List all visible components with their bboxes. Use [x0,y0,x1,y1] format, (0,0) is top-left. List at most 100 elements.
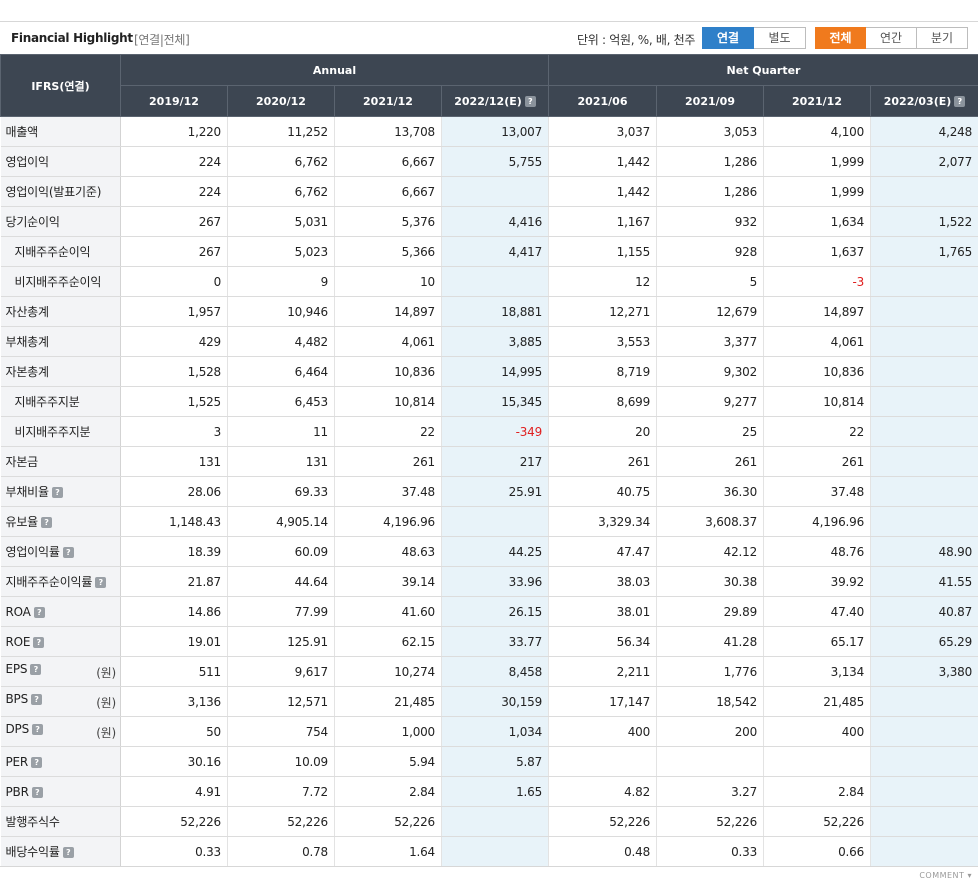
row-label: 영업이익률? [0,536,121,567]
row-label: PER? [0,746,121,777]
column-header-label: 2021/09 [685,94,735,108]
table-cell: 17,147 [548,686,658,717]
row-label-text: 비지배주주지분 [14,425,91,439]
row-label: 지배주주순이익 [0,236,121,267]
comment-toggle[interactable]: COMMENT ▾ [919,871,972,880]
table-cell: 4,905.14 [227,506,335,537]
table-cell: 1,776 [656,656,765,687]
period-annual-button[interactable]: 연간 [866,27,917,49]
table-cell: 3,136 [120,686,228,717]
table-cell: 10,814 [763,386,872,417]
column-header-label: 2020/12 [256,94,306,108]
table-cell: 1,525 [120,386,228,417]
table-cell: 1.64 [334,836,442,867]
consolidated-button[interactable]: 연결 [702,27,754,49]
table-cell: 52,226 [656,806,765,837]
help-icon[interactable]: ? [954,95,966,107]
table-cell: 217 [441,446,550,477]
table-cell: 0 [120,266,228,297]
table-cell [870,806,978,837]
help-icon[interactable]: ? [33,636,45,648]
row-label: 부채총계 [0,326,121,357]
table-cell: 1,999 [763,176,872,207]
table-cell: 21,485 [334,686,442,717]
help-icon[interactable]: ? [62,547,74,558]
row-label: 자본금 [0,446,121,477]
table-cell: 28.06 [120,476,228,507]
annual-group-header: Annual [119,54,550,86]
table-cell: 267 [120,236,228,267]
table-cell [441,806,550,837]
table-cell: 261 [548,446,658,477]
help-icon[interactable]: ? [95,577,107,588]
table-cell: 8,458 [441,656,550,687]
column-header-label: 2022/12(E) [454,94,522,108]
unit-label: 단위 : 억원, %, 배, 천주 [577,33,696,47]
table-cell: 3,053 [656,116,765,147]
separate-button[interactable]: 별도 [754,27,806,49]
table-cell: 9,277 [656,386,765,417]
row-label: 자산총계 [0,296,121,327]
table-cell: 1,034 [441,716,550,747]
period-all-button[interactable]: 전체 [815,27,866,49]
footer-bar: COMMENT ▾ [0,866,978,884]
table-cell: 5,755 [441,146,550,177]
help-icon[interactable]: ? [33,606,45,618]
row-unit: (원) [96,726,116,740]
table-cell: 131 [227,446,335,477]
help-icon[interactable]: ? [41,517,53,528]
table-cell: 11,252 [227,116,335,147]
table-cell: 5,023 [227,236,335,267]
table-cell: 30.38 [656,566,765,597]
table-cell: 0.66 [763,836,872,867]
table-row: BPS? (원) 3,136 12,571 21,485 30,159 17,147 18,5… [0,686,978,717]
table-cell: 3,037 [548,116,658,147]
row-label: PBR? [0,776,121,807]
table-cell: 4,061 [334,326,442,357]
help-icon[interactable]: ? [31,786,43,798]
table-cell: 30.16 [120,746,228,777]
row-label: 비지배주주지분 [0,416,121,447]
table-cell: 37.48 [334,476,442,507]
table-row: 영업이익(발표기준) 224 6,762 6,667 1,442 1,286 1,999 [0,176,978,207]
help-icon[interactable]: ? [524,95,536,107]
table-row: 자본총계 1,528 6,464 10,836 14,995 8,719 9,302 10,8… [0,356,978,387]
table-cell: 2,077 [870,146,978,177]
row-label: 영업이익 [0,146,121,177]
help-icon[interactable]: ? [31,756,43,768]
table-cell: 50 [120,716,228,747]
period-quarter-button[interactable]: 분기 [917,27,968,49]
table-cell [441,836,550,867]
table-cell: 8,699 [548,386,658,417]
table-cell: 1,000 [334,716,442,747]
table-row: EPS? (원) 511 9,617 10,274 8,458 2,211 1,776 3,13… [0,656,978,687]
row-label-text: ROA [5,604,31,619]
help-icon[interactable]: ? [32,724,43,735]
table-cell: 131 [120,446,228,477]
help-icon[interactable]: ? [31,694,42,705]
table-cell [870,266,978,297]
column-header-label: 2021/12 [792,94,842,108]
table-cell: 20 [548,416,658,447]
table-cell: 1,765 [870,236,978,267]
table-cell: 429 [120,326,228,357]
table-cell: 18,542 [656,686,765,717]
column-header-label: 2019/12 [149,94,199,108]
row-label: DPS? (원) [0,716,121,747]
help-icon[interactable]: ? [62,847,74,858]
table-cell [870,176,978,207]
table-cell: 21,485 [763,686,872,717]
table-cell: 5.87 [441,746,550,777]
help-icon[interactable]: ? [51,487,63,498]
row-label-text: BPS [5,692,29,706]
table-cell: 4,100 [763,116,872,147]
table-cell: 65.29 [870,626,978,657]
table-cell: 4,482 [227,326,335,357]
table-cell: 52,226 [120,806,228,837]
table-cell: 10,946 [227,296,335,327]
table-cell: 12,679 [656,296,765,327]
table-cell: 10,836 [763,356,872,387]
help-icon[interactable]: ? [30,664,42,675]
table-cell: 14.86 [120,596,228,627]
table-row: 발행주식수 52,226 52,226 52,226 52,226 52,226 52,22… [0,806,978,837]
